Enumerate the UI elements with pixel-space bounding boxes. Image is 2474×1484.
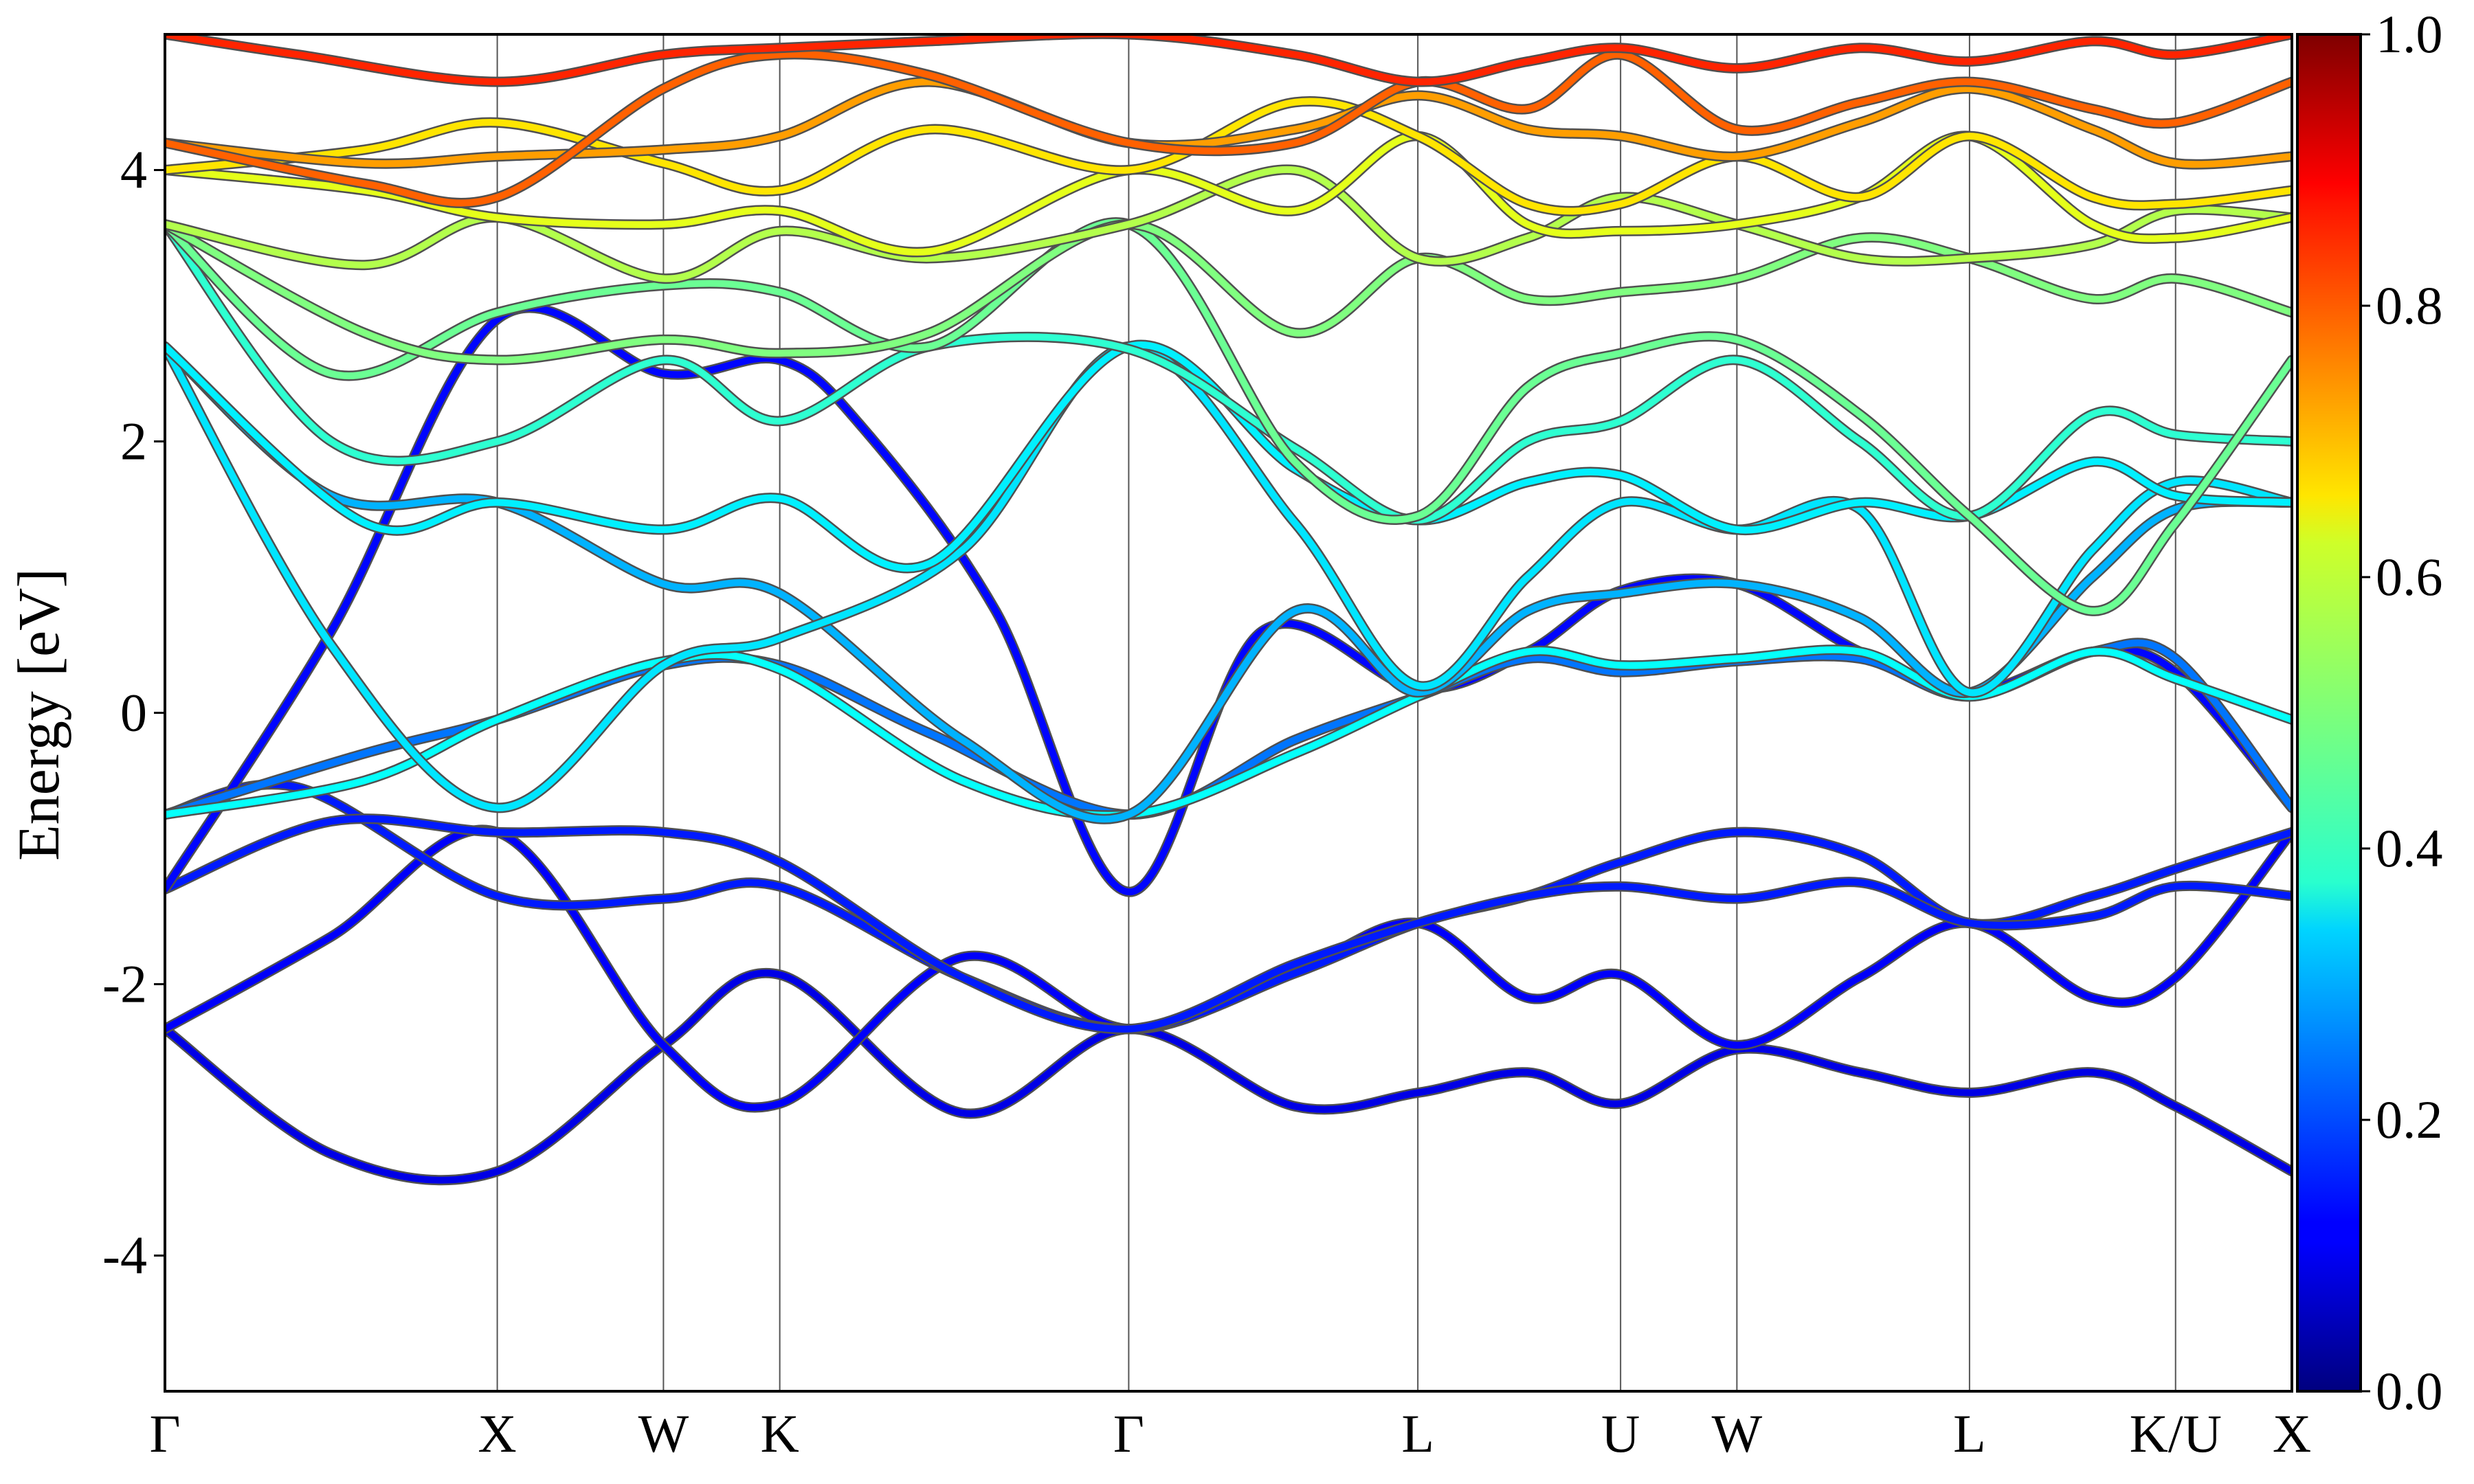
x-tick-label: X — [478, 1404, 516, 1463]
y-axis-label: Energy [eV] — [5, 568, 71, 861]
band-outline — [165, 824, 2292, 1113]
colorbar-axis: 0.0 0.2 0.4 0.6 0.8 1.0 — [2361, 4, 2443, 1421]
x-tick-label: U — [1601, 1404, 1640, 1463]
band-line — [165, 826, 2292, 1112]
colorbar-tick-label: 0.8 — [2376, 276, 2443, 335]
x-tick-label: Γ — [149, 1404, 180, 1463]
colorbar-tick-label: 0.2 — [2376, 1090, 2443, 1149]
band-outline — [165, 341, 2292, 824]
band-line — [165, 34, 2292, 86]
band-line — [165, 341, 2292, 572]
x-tick-label: W — [1712, 1404, 1763, 1463]
x-tick-label: L — [1401, 1404, 1434, 1463]
band-line — [165, 51, 2292, 207]
colorbar-tick-label: 0.0 — [2376, 1361, 2443, 1421]
bands — [165, 34, 2292, 1186]
y-tick-label: 2 — [120, 412, 147, 471]
band-outline — [165, 219, 2292, 526]
x-tick-label: L — [1953, 1404, 1986, 1463]
x-tick-label: W — [638, 1404, 689, 1463]
colorbar-tick-label: 0.4 — [2376, 818, 2443, 878]
band-line — [165, 343, 2292, 823]
plot-frame — [164, 33, 2293, 1393]
band-outline — [165, 339, 2292, 574]
x-axis: Γ X W K Γ L U W L K/U X — [149, 1404, 2311, 1463]
colorbar-tick-label: 1.0 — [2376, 4, 2443, 64]
band-line — [165, 218, 2292, 615]
y-tick-label: -2 — [102, 954, 147, 1014]
x-tick-label: K — [760, 1404, 799, 1463]
y-tick-label: 4 — [120, 140, 147, 200]
x-tick-label: X — [2273, 1404, 2311, 1463]
band-line — [165, 221, 2292, 524]
x-tick-label: K/U — [2130, 1404, 2222, 1463]
band-outline — [165, 341, 2292, 813]
band-line — [165, 343, 2292, 811]
x-tick-label: Γ — [1113, 1404, 1144, 1463]
band-line — [165, 969, 2292, 1184]
y-tick-label: 0 — [120, 683, 147, 743]
colorbar — [2296, 33, 2362, 1393]
band-line — [165, 815, 2292, 1033]
colorbar-tick-label: 0.6 — [2376, 547, 2443, 607]
y-axis: -4 -2 0 2 4 — [102, 140, 165, 1285]
y-tick-label: -4 — [102, 1226, 147, 1285]
